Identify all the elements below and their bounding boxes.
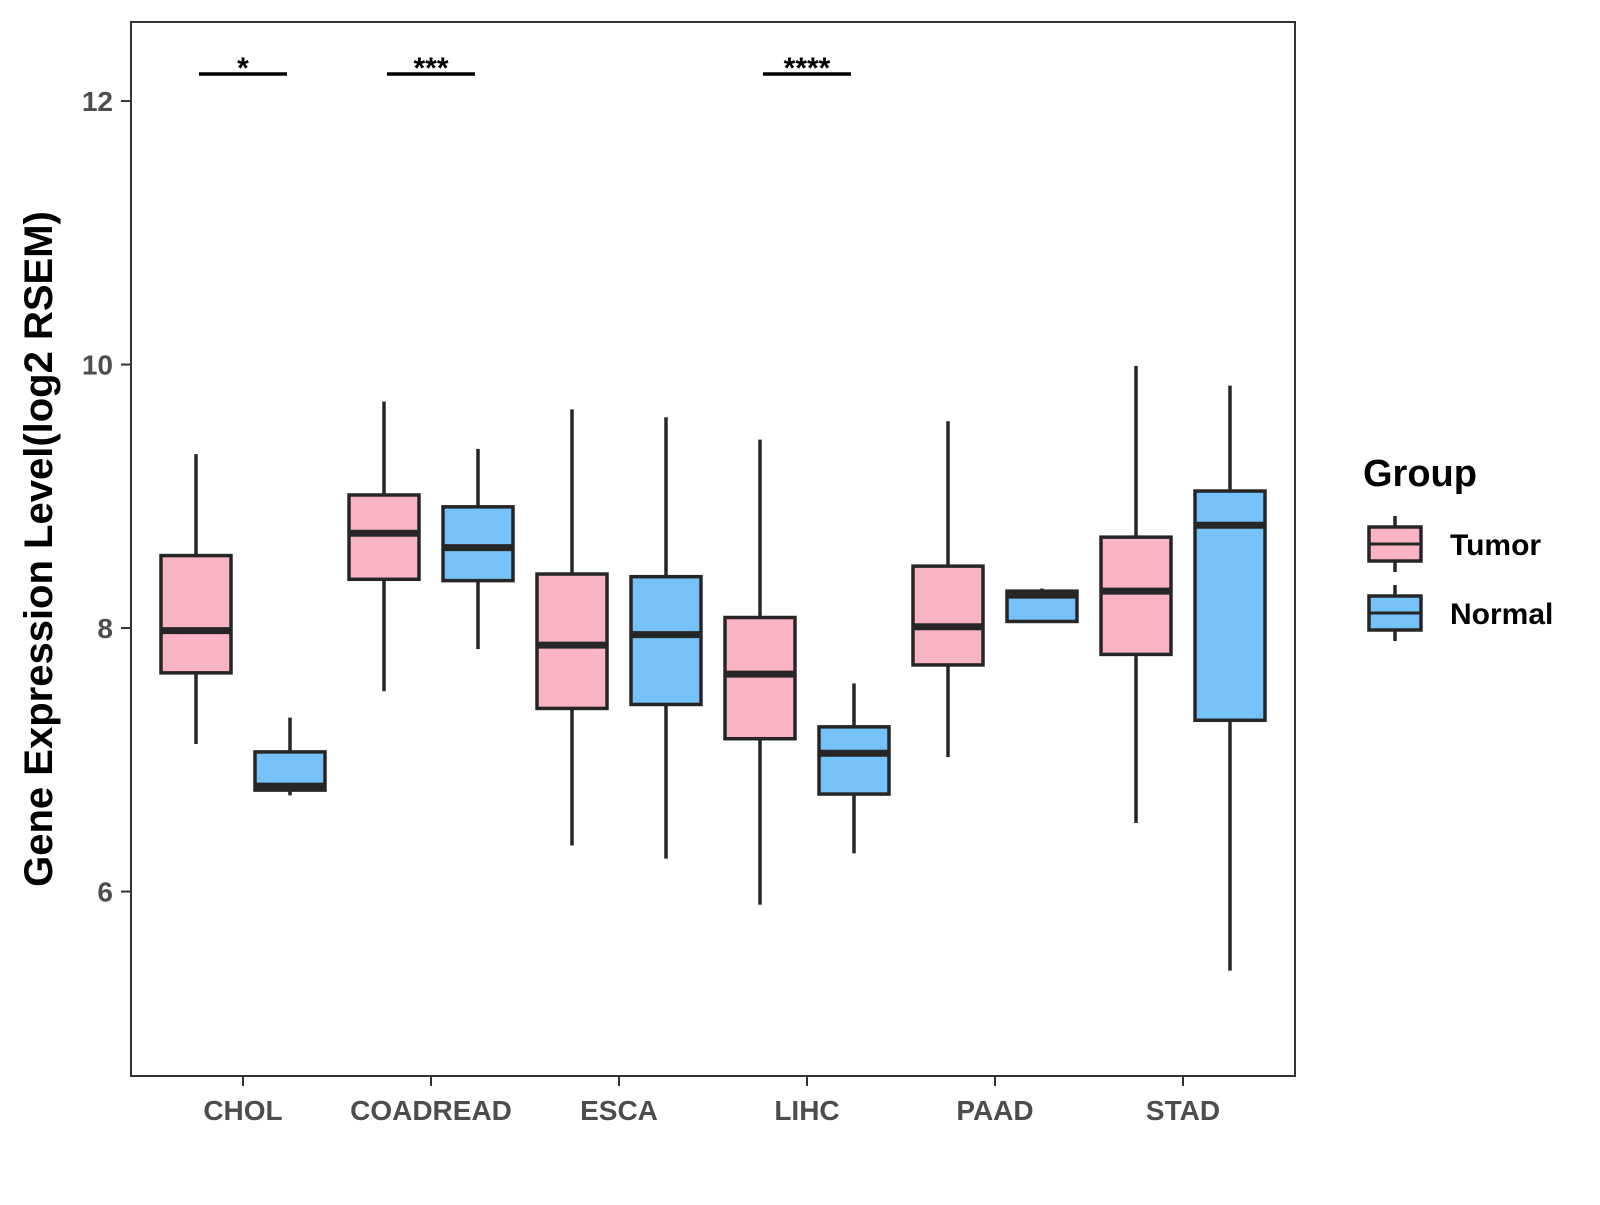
box-normal-lihc [817,683,891,854]
x-axis: CHOL COADREAD ESCA LIHC PAAD STAD [203,1076,1220,1126]
x-tick-label: STAD [1146,1095,1220,1126]
y-tick-label: 12 [82,86,113,117]
box-iqr [723,615,797,741]
box-iqr [629,574,703,707]
box-normal-coadread [441,448,515,650]
x-tick-label: LIHC [774,1095,839,1126]
x-tick-label: ESCA [580,1095,658,1126]
x-tick-label: PAAD [956,1095,1033,1126]
legend: Group Tumor Normal [1363,453,1553,641]
y-axis: 6 8 10 12 [82,86,131,908]
box-tumor-esca [535,409,609,846]
legend-item-normal: Normal [1367,585,1553,641]
box-tumor-lihc [723,439,797,905]
box-iqr [911,564,985,667]
box-iqr [535,572,609,711]
x-tick-label: COADREAD [350,1095,512,1126]
significance-label: **** [784,52,831,85]
box-normal-paad [1005,588,1079,624]
significance-label: * [237,52,249,85]
box-iqr [347,493,421,582]
box-normal-esca [629,417,703,859]
box-tumor-paad [911,421,985,758]
y-tick-label: 8 [97,613,113,644]
box-tumor-coadread [347,401,421,692]
box-iqr [1099,535,1173,657]
box-normal-chol [253,717,327,796]
legend-label: Normal [1450,598,1553,631]
box-iqr [1193,489,1267,723]
legend-item-tumor: Tumor [1367,516,1541,572]
box-tumor-chol [159,454,233,744]
box-series [159,365,1267,971]
y-axis-title: Gene Expression Level(log2 RSEM) [17,211,61,887]
box-normal-stad [1193,385,1267,971]
y-tick-label: 10 [82,350,113,381]
significance-annotations: * *** **** [199,52,851,85]
y-tick-label: 6 [97,877,113,908]
box-iqr [159,553,233,675]
legend-title: Group [1363,453,1477,495]
series-tumor [159,365,1173,905]
significance-label: *** [413,52,448,85]
box-tumor-stad [1099,365,1173,824]
x-tick-label: CHOL [203,1095,282,1126]
legend-label: Tumor [1450,529,1541,562]
box-iqr [817,725,891,796]
series-normal [253,385,1267,971]
box-iqr [441,505,515,583]
